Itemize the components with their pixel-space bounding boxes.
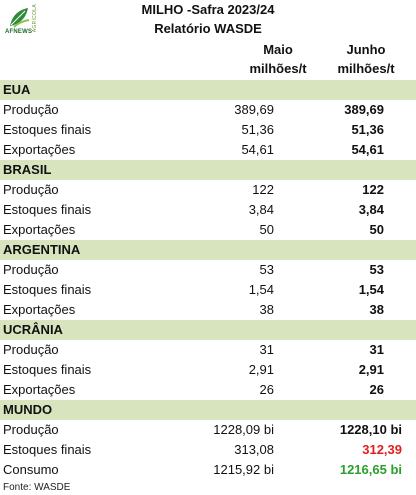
value-junho: 51,36 <box>351 122 384 137</box>
section-name: ARGENTINA <box>3 242 81 257</box>
value-junho: 54,61 <box>351 142 384 157</box>
value-maio: 38 <box>259 302 274 317</box>
header: AFNEWS AGRÍCOLA MILHO -Safra 2023/24 Rel… <box>0 0 416 40</box>
column-header-junho-unit: milhões/t <box>337 61 395 76</box>
table-row: Estoques finais 313,08 312,39 <box>0 440 416 460</box>
row-label: Consumo <box>3 462 59 477</box>
table-row: Estoques finais 3,84 3,84 <box>0 200 416 220</box>
column-header-maio-month: Maio <box>263 42 293 57</box>
value-junho: 389,69 <box>344 102 384 117</box>
value-maio: 1,54 <box>248 282 274 297</box>
section-header-mundo: MUNDO <box>0 400 416 420</box>
data-table: EUA Produção 389,69 389,69 Estoques finais… <box>0 80 416 480</box>
value-maio: 1215,92 bi <box>213 462 274 477</box>
value-maio: 122 <box>252 182 274 197</box>
section-header-brasil: BRASIL <box>0 160 416 180</box>
value-maio: 51,36 <box>241 122 274 137</box>
table-row: Exportações 38 38 <box>0 300 416 320</box>
section-header-ucrania: UCRÂNIA <box>0 320 416 340</box>
value-junho: 1228,10 bi <box>339 422 402 437</box>
section-name: BRASIL <box>3 162 52 177</box>
value-junho: 26 <box>369 382 384 397</box>
row-label: Exportações <box>3 142 76 157</box>
row-label: Produção <box>3 262 59 277</box>
value-maio: 1228,09 bi <box>213 422 274 437</box>
source-note: Fonte: WASDE <box>3 482 71 493</box>
value-maio: 389,69 <box>234 102 274 117</box>
value-junho: 50 <box>369 222 384 237</box>
row-label: Estoques finais <box>3 282 92 297</box>
value-maio: 50 <box>259 222 274 237</box>
row-label: Exportações <box>3 382 76 397</box>
section-name: MUNDO <box>3 402 53 417</box>
row-label: Estoques finais <box>3 442 92 457</box>
row-label: Estoques finais <box>3 202 92 217</box>
value-junho-decrease: 312,39 <box>362 442 402 457</box>
value-junho: 1,54 <box>358 282 384 297</box>
row-label: Exportações <box>3 302 76 317</box>
logo-brand: AFNEWS <box>5 29 33 35</box>
row-label: Produção <box>3 342 59 357</box>
value-maio: 2,91 <box>248 362 274 377</box>
table-row: Estoques finais 2,91 2,91 <box>0 360 416 380</box>
page-title: MILHO -Safra 2023/24 <box>141 2 275 17</box>
value-maio: 53 <box>259 262 274 277</box>
page-subtitle: Relatório WASDE <box>154 21 262 36</box>
value-maio: 26 <box>259 382 274 397</box>
afnews-logo: AFNEWS AGRÍCOLA <box>2 2 42 40</box>
table-row: Estoques finais 1,54 1,54 <box>0 280 416 300</box>
table-row: Produção 1228,09 bi 1228,10 bi <box>0 420 416 440</box>
row-label: Estoques finais <box>3 362 92 377</box>
value-maio: 31 <box>259 342 274 357</box>
row-label: Produção <box>3 182 59 197</box>
row-label: Produção <box>3 102 59 117</box>
value-junho: 3,84 <box>358 202 384 217</box>
table-row: Produção 53 53 <box>0 260 416 280</box>
column-header-junho: Junho milhões/t <box>316 40 416 78</box>
table-row: Consumo 1215,92 bi 1216,65 bi <box>0 460 416 480</box>
row-label: Exportações <box>3 222 76 237</box>
column-header-junho-month: Junho <box>346 42 386 57</box>
table-row: Produção 122 122 <box>0 180 416 200</box>
table-row: Exportações 26 26 <box>0 380 416 400</box>
leaf-icon <box>10 8 30 28</box>
value-maio: 313,08 <box>234 442 274 457</box>
row-label: Produção <box>3 422 59 437</box>
value-junho: 31 <box>369 342 384 357</box>
value-junho: 2,91 <box>358 362 384 377</box>
value-maio: 54,61 <box>241 142 274 157</box>
value-maio: 3,84 <box>248 202 274 217</box>
column-header-maio: Maio milhões/t <box>228 40 328 78</box>
section-name: UCRÂNIA <box>3 322 63 337</box>
value-junho: 38 <box>369 302 384 317</box>
section-name: EUA <box>3 82 31 97</box>
row-label: Estoques finais <box>3 122 92 137</box>
value-junho: 53 <box>369 262 384 277</box>
section-header-argentina: ARGENTINA <box>0 240 416 260</box>
table-row: Produção 31 31 <box>0 340 416 360</box>
table-row: Exportações 54,61 54,61 <box>0 140 416 160</box>
section-header-eua: EUA <box>0 80 416 100</box>
value-junho-increase: 1216,65 bi <box>339 462 402 477</box>
table-row: Exportações 50 50 <box>0 220 416 240</box>
table-row: Produção 389,69 389,69 <box>0 100 416 120</box>
value-junho: 122 <box>362 182 384 197</box>
column-header-maio-unit: milhões/t <box>249 61 307 76</box>
table-row: Estoques finais 51,36 51,36 <box>0 120 416 140</box>
